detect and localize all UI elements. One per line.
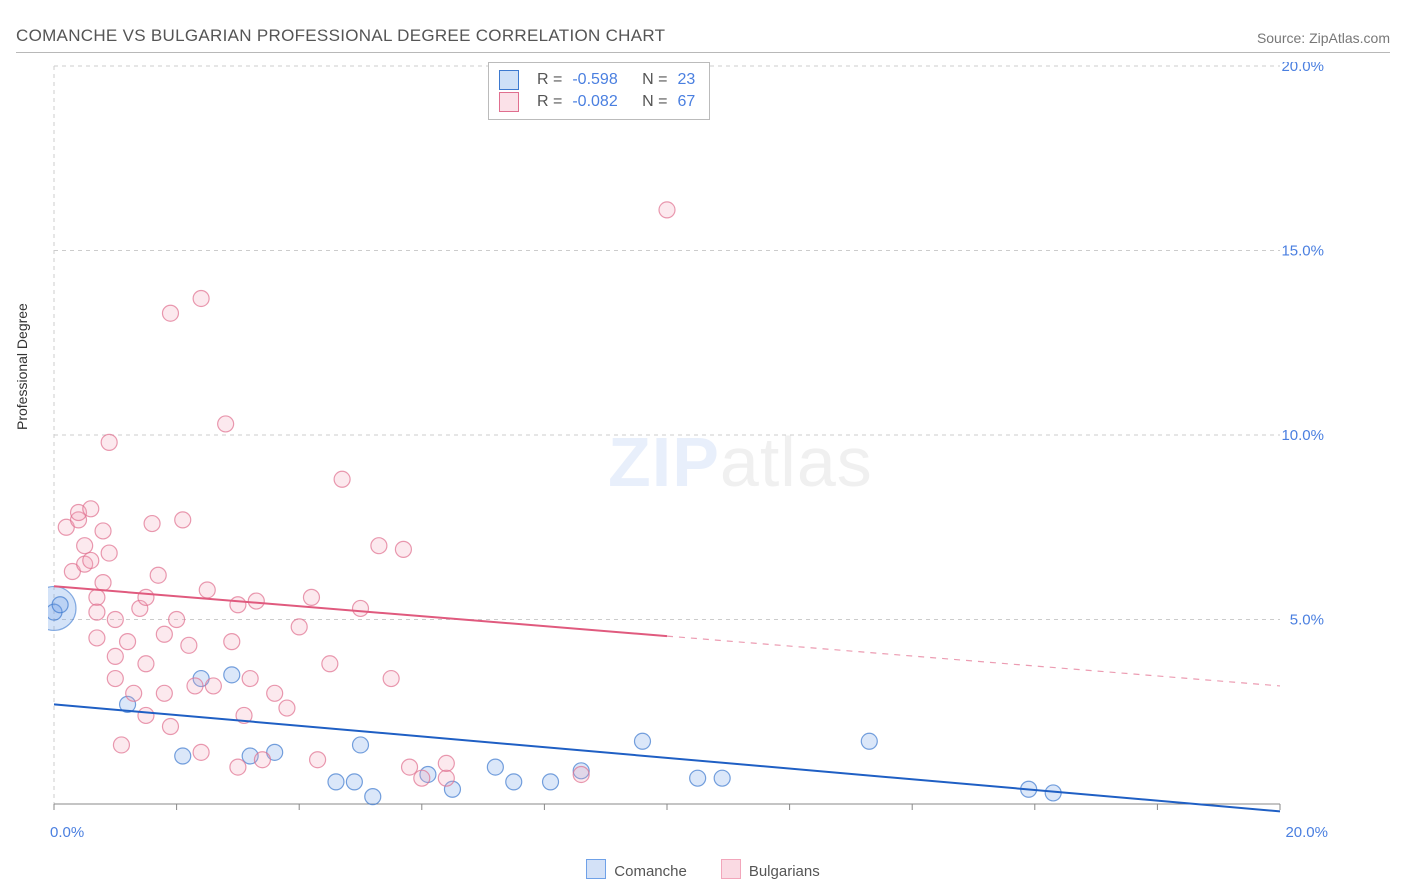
bulgarians-legend-swatch-icon <box>721 859 741 879</box>
legend-item-bulgarians: Bulgarians <box>721 859 820 880</box>
n-label: N = <box>642 69 667 91</box>
n-value-comanche: 23 <box>678 69 696 91</box>
r-value-comanche: -0.598 <box>572 69 617 91</box>
n-value-bulgarians: 67 <box>678 91 696 113</box>
r-label: R = <box>537 69 562 91</box>
r-label: R = <box>537 91 562 113</box>
legend-item-comanche: Comanche <box>586 859 687 880</box>
source-name[interactable]: ZipAtlas.com <box>1309 30 1390 46</box>
header: COMANCHE VS BULGARIAN PROFESSIONAL DEGRE… <box>16 18 1390 53</box>
legend-label-comanche: Comanche <box>614 863 687 880</box>
svg-text:15.0%: 15.0% <box>1281 243 1324 260</box>
svg-text:20.0%: 20.0% <box>1281 62 1324 75</box>
x-tick-label: 0.0% <box>50 824 84 841</box>
stats-row-comanche: R = -0.598 N = 23 <box>499 69 695 91</box>
bulgarians-swatch-icon <box>499 92 519 112</box>
legend-label-bulgarians: Bulgarians <box>749 863 820 880</box>
y-axis-label: Professional Degree <box>14 303 30 430</box>
svg-text:5.0%: 5.0% <box>1290 612 1324 629</box>
stats-row-bulgarians: R = -0.082 N = 67 <box>499 91 695 113</box>
n-label: N = <box>642 91 667 113</box>
x-tick-label: 20.0% <box>1285 824 1328 841</box>
plot-area: 5.0%10.0%15.0%20.0% ZIPatlas R = -0.598 … <box>48 62 1328 822</box>
stats-legend-box: R = -0.598 N = 23 R = -0.082 N = 67 <box>488 62 710 120</box>
source-label: Source: <box>1257 30 1305 46</box>
chart-title: COMANCHE VS BULGARIAN PROFESSIONAL DEGRE… <box>16 26 665 46</box>
scatter-chart: 5.0% 10.0% 15.0% 20.0% <box>48 62 1328 822</box>
comanche-legend-swatch-icon <box>586 859 606 879</box>
comanche-swatch-icon <box>499 70 519 90</box>
svg-text:10.0%: 10.0% <box>1281 427 1324 444</box>
r-value-bulgarians: -0.082 <box>572 91 617 113</box>
bottom-legend: Comanche Bulgarians <box>0 859 1406 880</box>
source-attribution: Source: ZipAtlas.com <box>1257 30 1390 46</box>
